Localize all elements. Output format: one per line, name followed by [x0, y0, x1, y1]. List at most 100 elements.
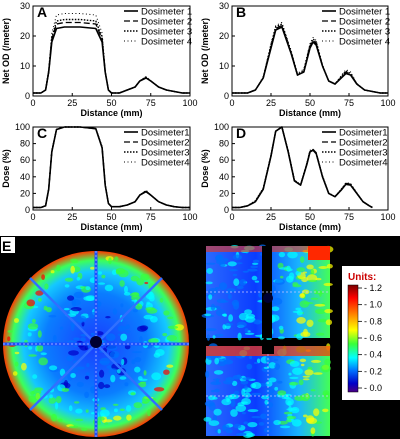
dose-spot — [68, 405, 73, 412]
dose-spot — [278, 267, 289, 270]
dose-spot — [121, 358, 125, 366]
dose-spot — [110, 374, 116, 383]
dose-spot — [50, 270, 55, 274]
dose-spot — [98, 381, 105, 390]
dose-spot — [287, 251, 298, 259]
dose-spot — [99, 360, 110, 364]
x-tick-label: 25 — [266, 212, 276, 222]
dose-spot — [98, 271, 102, 275]
dose-spot — [14, 361, 19, 367]
dose-spot — [140, 273, 150, 281]
dose-spot — [73, 291, 84, 299]
dose-spot — [205, 370, 210, 378]
dose-spot — [99, 409, 110, 417]
y-tick-label: 30 — [20, 1, 30, 11]
dose-spot — [277, 262, 284, 269]
dose-spot — [244, 332, 255, 335]
dose-spot — [260, 413, 267, 420]
dose-spot — [271, 285, 276, 293]
colorbar-tick-label: - 0.6 — [364, 333, 382, 343]
dose-spot — [80, 286, 86, 289]
dose-spot — [84, 345, 88, 350]
panel-letter-a: A — [37, 4, 47, 20]
dose-spot — [273, 358, 279, 361]
dose-spot — [48, 397, 57, 404]
dose-spot — [313, 408, 320, 417]
dose-spot — [90, 386, 96, 394]
dose-spot — [295, 270, 302, 276]
y-tick-label: 100 — [214, 122, 229, 132]
dose-spot — [299, 300, 310, 308]
dose-spot — [306, 319, 314, 327]
x-tick-label: 100 — [380, 212, 395, 222]
dose-spot — [233, 390, 240, 396]
dose-spot — [230, 409, 238, 417]
dose-spot — [315, 277, 322, 281]
dose-spot — [311, 359, 321, 363]
x-tick-label: 50 — [305, 98, 315, 108]
dose-spot — [28, 395, 37, 403]
dose-spot — [105, 316, 111, 319]
dose-spot — [99, 369, 105, 378]
dose-spot — [150, 316, 158, 323]
dose-spot — [144, 281, 149, 285]
dose-spot — [36, 344, 44, 352]
dose-spot — [119, 280, 125, 287]
legend-label-3: Dosimeter3 — [339, 148, 388, 159]
x-tick-label: 100 — [182, 98, 197, 108]
dose-spot — [119, 376, 127, 380]
y-tick-label: 40 — [20, 172, 30, 182]
dose-spot — [318, 290, 322, 297]
dose-spot — [206, 334, 210, 341]
dose-spot — [233, 423, 242, 429]
dose-spot — [166, 364, 174, 368]
panel-letter-e: E — [2, 238, 11, 254]
dose-spot — [280, 275, 284, 279]
dose-spot — [40, 352, 47, 356]
rect-dose-map-bottom — [203, 340, 331, 439]
dose-spot — [55, 396, 62, 404]
dose-spot — [106, 345, 118, 351]
dose-spot — [76, 381, 84, 388]
dose-spot — [205, 281, 213, 285]
dose-spot — [286, 415, 297, 420]
dose-spot — [48, 314, 57, 318]
legend-label-4: Dosimeter4 — [141, 158, 190, 169]
dose-spot — [71, 299, 81, 306]
dose-spot — [27, 323, 39, 330]
dose-spot — [58, 418, 63, 423]
y-axis-label: Dose (%) — [200, 149, 210, 188]
dose-spot — [80, 427, 88, 431]
dose-spot — [221, 398, 232, 406]
dose-spot — [306, 417, 318, 425]
dose-spot — [28, 354, 37, 357]
dose-spot — [73, 337, 80, 341]
dose-spot — [242, 430, 254, 439]
series-line-4 — [232, 126, 373, 208]
x-tick-label: 0 — [30, 212, 35, 222]
dose-spot — [242, 270, 249, 273]
y-tick-label: 20 — [219, 188, 229, 198]
dose-spot — [264, 399, 269, 405]
dose-spot — [153, 387, 165, 392]
dose-spot — [38, 297, 42, 302]
dose-spot — [268, 362, 277, 369]
dose-spot — [134, 357, 142, 363]
dose-spot — [248, 355, 253, 359]
dose-spot — [113, 408, 118, 413]
dose-spot — [126, 414, 132, 421]
y-axis-label: Dose (%) — [1, 149, 11, 188]
dose-spot — [310, 389, 316, 392]
dose-spot — [247, 422, 258, 428]
dose-spot — [125, 324, 130, 330]
dose-spot — [120, 333, 128, 341]
dose-spot — [67, 295, 75, 301]
dose-spot — [231, 299, 239, 307]
x-axis-label: Distance (mm) — [279, 108, 341, 118]
y-tick-label: 40 — [219, 172, 229, 182]
dose-spot — [64, 284, 70, 288]
dose-spot — [323, 282, 333, 287]
disc-dose-map — [3, 251, 189, 437]
x-tick-label: 25 — [266, 98, 276, 108]
dose-spot — [151, 372, 162, 381]
